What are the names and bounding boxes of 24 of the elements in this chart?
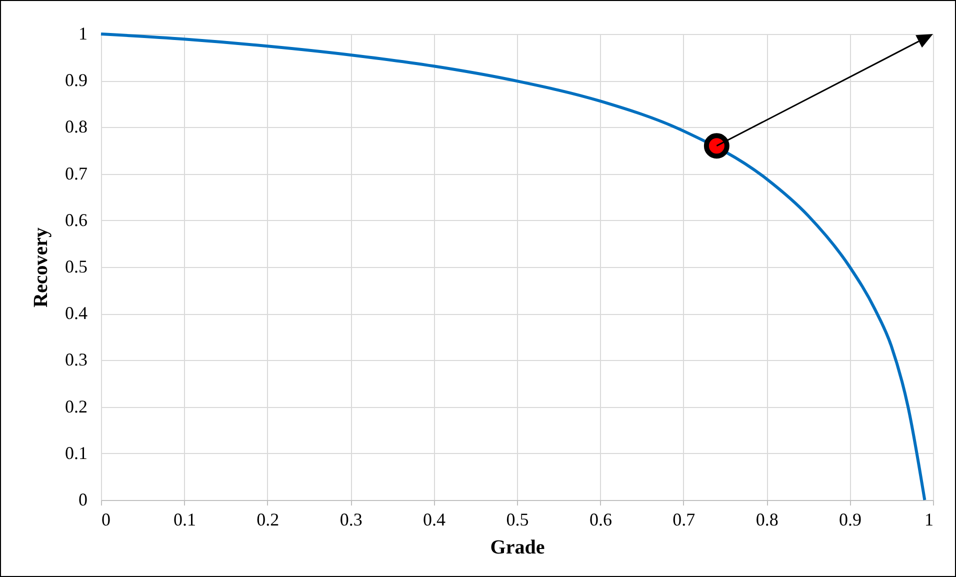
y-tick-label: 0.8 [65, 116, 88, 137]
y-tick-label: 0 [78, 490, 88, 510]
y-tick-label: 0.4 [65, 303, 88, 324]
y-tick-label: 1 [78, 24, 88, 44]
y-tick-label: 0.3 [65, 350, 88, 370]
x-tick-label: 0.4 [423, 510, 446, 530]
x-tick-label: 0 [102, 510, 110, 530]
y-tick-label: 0.6 [65, 210, 88, 230]
x-tick-label: 1 [924, 510, 934, 530]
x-tick-label: 0.2 [256, 510, 280, 530]
x-tick-label: 0.6 [589, 510, 612, 530]
x-tick-label: 0.5 [506, 510, 529, 530]
x-tick-label: 0.1 [173, 510, 196, 530]
x-tick-label: 0.3 [340, 510, 362, 530]
x-axis-title: Grade [490, 536, 545, 558]
x-tick-label: 0.8 [756, 510, 778, 530]
x-tick-label: 0.9 [839, 510, 862, 530]
y-tick-label: 0.7 [65, 163, 88, 184]
y-axis-title: Recovery [30, 228, 52, 308]
y-tick-label: 0.9 [65, 70, 88, 90]
y-tick-label: 0.5 [65, 256, 88, 276]
x-tick-label: 0.7 [672, 510, 696, 530]
y-tick-label: 0.1 [65, 442, 88, 463]
y-tick-label: 0.2 [65, 396, 88, 416]
